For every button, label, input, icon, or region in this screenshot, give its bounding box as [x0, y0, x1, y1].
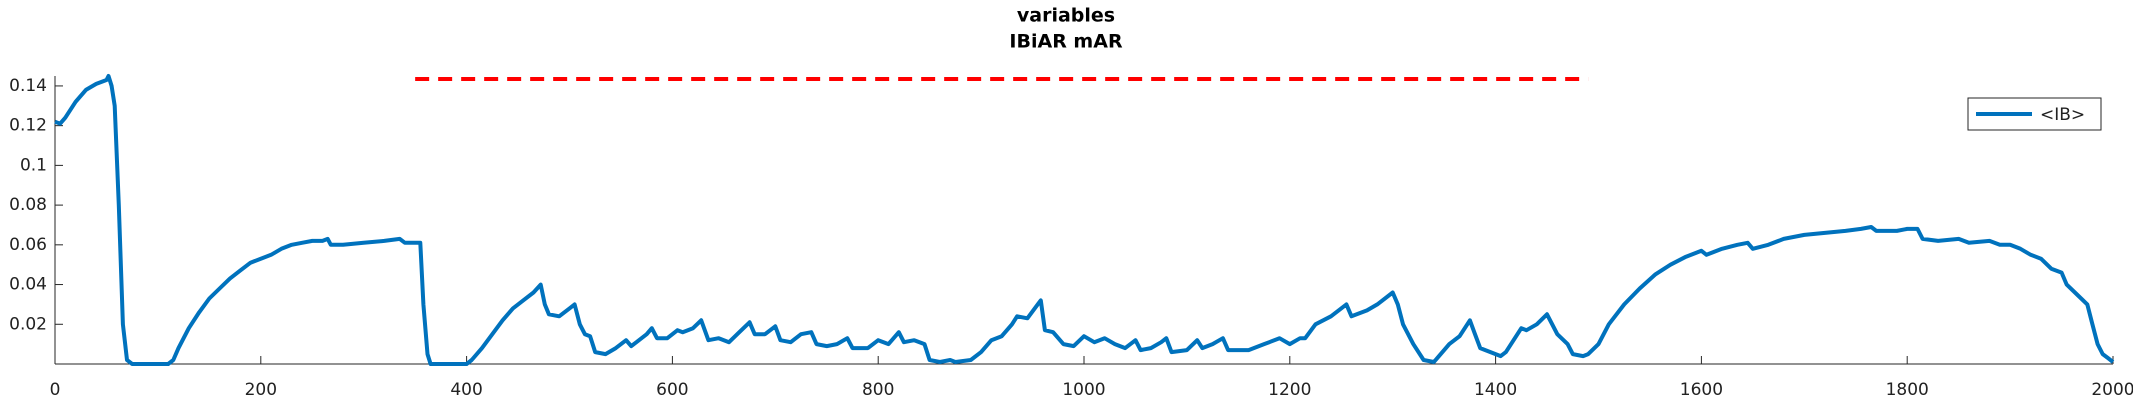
y-tick-label: 0.08	[9, 195, 47, 215]
x-tick-label: 0	[50, 380, 61, 400]
x-tick-label: 800	[862, 380, 894, 400]
data-line	[54, 74, 2115, 366]
chart-subtitle: IBiAR mAR	[1009, 31, 1123, 53]
x-tick-label: 200	[245, 380, 277, 400]
y-tick-label: 0.1	[20, 155, 47, 175]
y-tick-label: 0.04	[9, 275, 47, 295]
y-tick-label: 0.06	[9, 235, 47, 255]
x-tick-label: 600	[656, 380, 688, 400]
chart-title: variables	[1017, 5, 1115, 27]
x-tick-label: 1600	[1680, 380, 1723, 400]
legend-label: <IB>	[2040, 105, 2085, 125]
x-tick-label: 400	[450, 380, 482, 400]
x-tick-label: 1800	[1886, 380, 1929, 400]
x-tick-label: 2000	[2091, 380, 2133, 400]
x-tick-label: 1400	[1474, 380, 1517, 400]
y-tick-label: 0.14	[9, 76, 47, 96]
y-tick-label: 0.12	[9, 116, 47, 136]
x-tick-label: 1000	[1062, 380, 1105, 400]
y-tick-label: 0.02	[9, 314, 47, 334]
x-tick-label: 1200	[1268, 380, 1311, 400]
